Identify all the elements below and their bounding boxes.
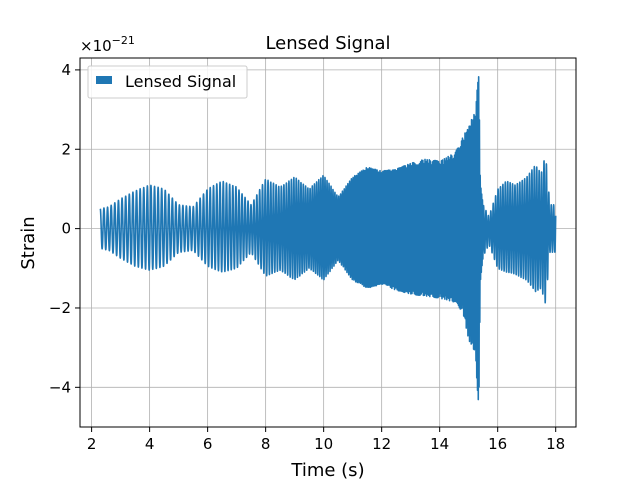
svg-text:×10−21: ×10−21: [80, 34, 135, 55]
x-tick-label: 12: [372, 435, 391, 453]
y-offset-label: ×10−21: [80, 34, 135, 55]
x-tick-label: 10: [314, 435, 333, 453]
x-tick-label: 6: [203, 435, 213, 453]
x-axis-label: Time (s): [290, 460, 364, 480]
legend: Lensed Signal: [87, 65, 248, 99]
y-tick-label: 2: [61, 140, 71, 158]
x-tick-label: 8: [261, 435, 271, 453]
y-tick-label: 0: [61, 220, 71, 238]
x-axis: 2 4 6 8 10 12 14 16 18: [87, 427, 565, 453]
x-tick-label: 14: [430, 435, 449, 453]
y-tick-label: 4: [61, 61, 71, 79]
legend-label: Lensed Signal: [125, 72, 236, 91]
chart-title: Lensed Signal: [265, 33, 390, 54]
legend-swatch: [96, 76, 112, 84]
series-line-lensed-signal: [99, 76, 557, 401]
y-axis-label: Strain: [18, 216, 39, 269]
y-offset-exponent: −21: [112, 34, 135, 47]
legend-box: [87, 65, 248, 99]
series-layer: [99, 76, 557, 401]
y-tick-label: −4: [49, 378, 71, 396]
y-axis: −4 −2 0 2 4: [49, 61, 80, 396]
y-offset-base: ×10: [80, 37, 112, 55]
x-tick-label: 2: [87, 435, 97, 453]
plot-frame: [79, 57, 577, 428]
x-tick-label: 4: [145, 435, 155, 453]
x-tick-label: 18: [546, 435, 565, 453]
x-tick-label: 16: [488, 435, 507, 453]
y-tick-label: −2: [49, 299, 71, 317]
